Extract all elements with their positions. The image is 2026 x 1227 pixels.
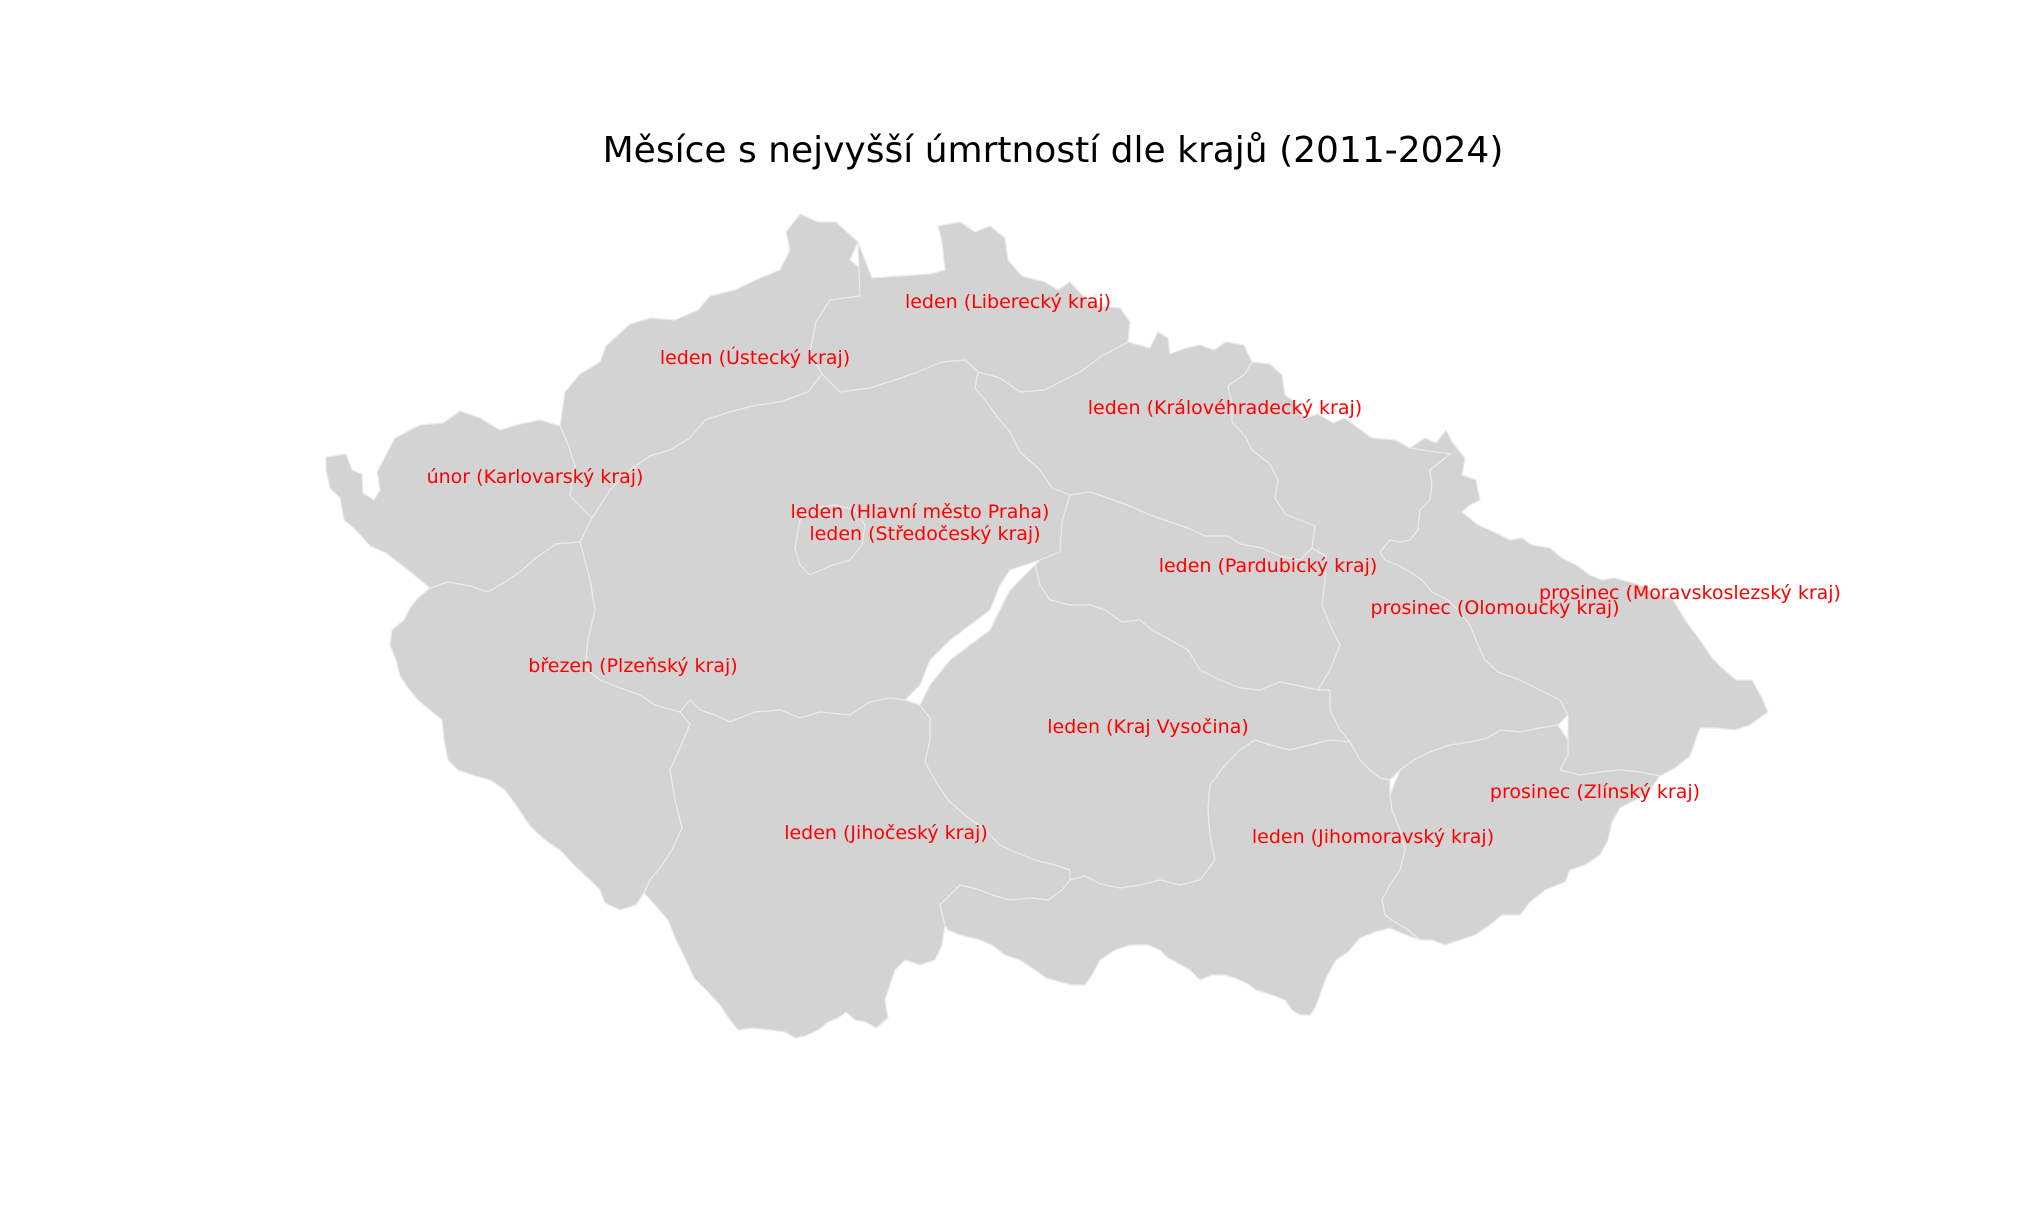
region-moravskoslezsky	[1379, 429, 1769, 777]
region-label: leden (Kraj Vysočina)	[1047, 716, 1249, 738]
region-label: leden (Královéhradecký kraj)	[1088, 397, 1362, 419]
region-label: prosinec (Moravskoslezský kraj)	[1539, 582, 1841, 604]
region-label: leden (Pardubický kraj)	[1159, 555, 1378, 577]
region-zlinsky	[1381, 724, 1661, 946]
region-label: leden (Hlavní město Praha)	[791, 501, 1050, 523]
region-jihomoravsky	[939, 739, 1421, 1016]
region-label: leden (Jihočeský kraj)	[784, 822, 988, 844]
region-label: prosinec (Olomoucký kraj)	[1370, 597, 1619, 619]
region-label: únor (Karlovarský kraj)	[427, 466, 644, 488]
region-shapes	[325, 213, 1769, 1039]
region-label: leden (Středočeský kraj)	[809, 523, 1040, 545]
region-label: březen (Plzeňský kraj)	[528, 655, 737, 677]
region-jihocesky	[643, 697, 1071, 1039]
region-label: prosinec (Zlínský kraj)	[1490, 781, 1700, 803]
region-labels: leden (Liberecký kraj) leden (Ústecký kra…	[427, 291, 1841, 848]
region-label: leden (Liberecký kraj)	[905, 291, 1111, 313]
region-plzensky	[389, 541, 691, 911]
region-label: leden (Ústecký kraj)	[660, 345, 850, 369]
region-label: leden (Jihomoravský kraj)	[1252, 826, 1494, 848]
region-praha	[794, 504, 866, 576]
map-title: Měsíce s nejvyšší úmrtností dle krajů (2…	[603, 130, 1504, 171]
